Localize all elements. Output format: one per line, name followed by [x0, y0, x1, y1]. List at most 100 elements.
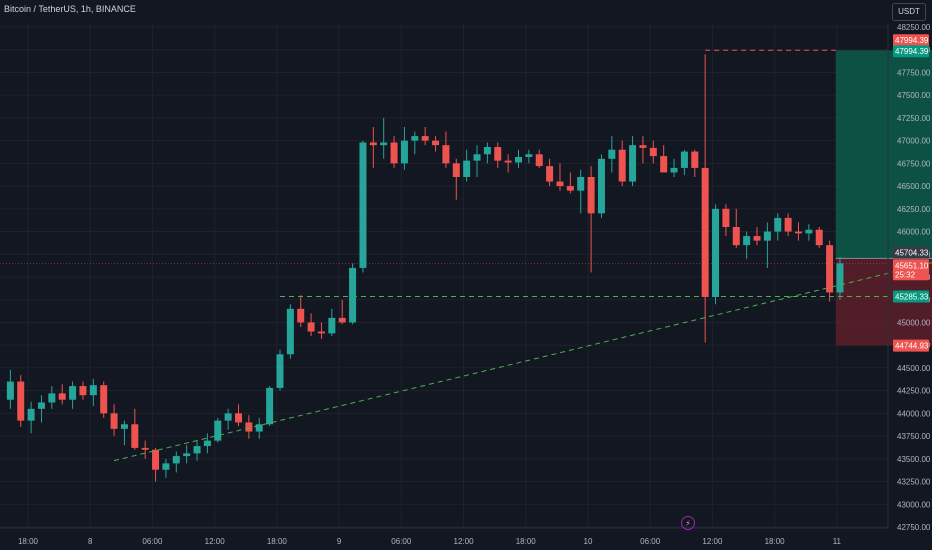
candle-body	[753, 236, 761, 241]
price-axis-label: 46750.00	[897, 159, 931, 168]
candle-body	[680, 151, 688, 168]
candle-body	[6, 381, 14, 400]
candle-body	[452, 163, 460, 177]
price-axis-label: 48250.00	[897, 23, 931, 32]
candles	[6, 54, 844, 482]
candle	[649, 140, 657, 164]
target-price-badge-green: 47994.39	[895, 47, 929, 56]
candle-body	[328, 317, 336, 334]
candle	[794, 222, 802, 241]
candle-body	[276, 354, 284, 388]
price-axis-label: 47750.00	[897, 68, 931, 77]
candle-body	[224, 413, 232, 421]
candle-body	[732, 227, 740, 246]
candle-body	[380, 142, 388, 146]
candle	[483, 142, 491, 164]
candle-body	[618, 149, 626, 182]
candle	[618, 140, 626, 187]
candle-body	[131, 424, 139, 448]
target-price-badge-green-group: 47994.39	[893, 45, 929, 58]
candle-body	[297, 308, 305, 323]
time-axis-label: 18:00	[765, 537, 786, 546]
candle-body	[722, 208, 730, 227]
candle-body	[17, 381, 25, 421]
current-price-badge: 45651.10	[895, 261, 929, 270]
candle	[473, 145, 481, 177]
time-axis-label: 12:00	[702, 537, 723, 546]
candle-body	[69, 386, 77, 400]
candle-body	[390, 142, 398, 164]
candle	[255, 417, 263, 439]
price-axis-label: 44500.00	[897, 364, 931, 373]
candle	[100, 381, 108, 418]
current-price-bg	[893, 259, 929, 281]
candle	[515, 149, 523, 168]
candle-body	[255, 424, 263, 432]
entry-price-badge-bg	[893, 246, 929, 259]
candle	[27, 401, 35, 434]
candle-body	[172, 456, 180, 464]
candle	[183, 445, 191, 464]
candle-body	[763, 231, 771, 241]
candle	[359, 140, 367, 273]
candle-body	[37, 402, 45, 409]
candle-body	[815, 229, 823, 246]
candle	[390, 136, 398, 168]
candle-body	[235, 413, 243, 423]
candle	[120, 420, 128, 446]
time-axis-label: 06:00	[391, 537, 412, 546]
candle	[660, 145, 668, 173]
support-price-badge-bg	[893, 290, 929, 303]
time-axis-label: 8	[88, 537, 93, 546]
candle-body	[100, 385, 108, 414]
candle	[421, 127, 429, 146]
candle	[784, 213, 792, 237]
support-price-badge-group: 45285.33	[893, 290, 929, 303]
symbol-title: Bitcoin / TetherUS, 1h, BINANCE	[4, 4, 136, 14]
candle-body	[193, 446, 201, 454]
candle	[732, 208, 740, 248]
candle	[141, 440, 149, 459]
lightning-icon[interactable]: ⚡	[681, 516, 695, 530]
candle	[691, 149, 699, 177]
time-axis-label: 10	[584, 537, 593, 546]
candle-body	[27, 408, 35, 421]
candle	[597, 154, 605, 218]
currency-button[interactable]: USDT	[892, 3, 926, 21]
candle-body	[597, 158, 605, 214]
candle	[224, 408, 232, 430]
candle	[245, 415, 253, 439]
candle	[712, 204, 720, 305]
candle-body	[701, 167, 709, 297]
candle	[214, 417, 222, 443]
time-axis-label: 11	[833, 537, 842, 546]
candle-body	[805, 229, 813, 234]
candle	[369, 127, 377, 168]
stop-price-badge-group: 44744.93	[893, 339, 929, 352]
price-axis-label: 46000.00	[897, 228, 931, 237]
candle-body	[784, 217, 792, 232]
candle-body	[473, 154, 481, 161]
candle	[79, 381, 87, 400]
candle-body	[120, 424, 128, 429]
time-axis-label: 18:00	[267, 537, 288, 546]
candle	[805, 224, 813, 241]
trendline	[113, 262, 932, 462]
time-axis-label: 18:00	[18, 537, 39, 546]
candle	[58, 384, 66, 405]
candle-body	[369, 142, 377, 146]
candle-body	[649, 147, 657, 157]
candle-body	[214, 420, 222, 441]
candle-body	[307, 322, 315, 332]
candle-body	[266, 387, 274, 425]
candle-body	[639, 145, 647, 148]
price-axis-label: 44000.00	[897, 409, 931, 418]
price-axis-label: 45000.00	[897, 318, 931, 327]
target-price-badge-red: 47994.39	[895, 36, 929, 45]
candle	[753, 227, 761, 246]
candle-body	[546, 166, 554, 182]
candle-body	[660, 156, 668, 173]
price-axis-label: 43750.00	[897, 432, 931, 441]
